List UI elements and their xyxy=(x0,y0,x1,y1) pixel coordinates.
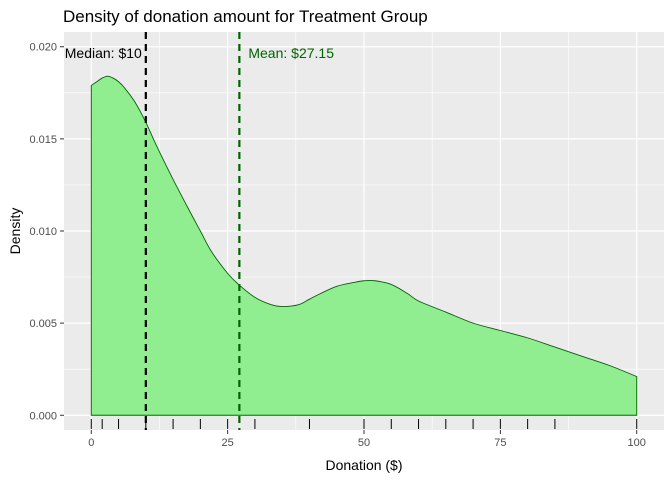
chart-title: Density of donation amount for Treatment… xyxy=(63,7,428,26)
x-axis: 0 25 50 75 100 xyxy=(88,430,646,449)
reference-label-median: Median: $10 xyxy=(65,45,142,61)
density-area xyxy=(90,75,638,416)
y-axis: 0.000 0.005 0.010 0.015 0.020 xyxy=(29,42,64,422)
reference-lines: Median: $10 Mean: $27.15 xyxy=(65,32,334,430)
reference-label-mean: Mean: $27.15 xyxy=(248,45,334,61)
y-tick-label: 0.005 xyxy=(29,318,57,330)
x-tick-label: 0 xyxy=(88,437,94,449)
x-tick-label: 50 xyxy=(358,437,370,449)
y-tick-label: 0.000 xyxy=(29,410,57,422)
y-tick-label: 0.015 xyxy=(29,134,57,146)
x-axis-title: Donation ($) xyxy=(325,457,402,473)
y-axis-title: Density xyxy=(7,208,23,255)
rug-marks xyxy=(90,419,638,429)
y-tick-label: 0.010 xyxy=(29,226,57,238)
x-tick-label: 25 xyxy=(222,437,234,449)
x-tick-label: 75 xyxy=(494,437,506,449)
y-tick-label: 0.020 xyxy=(29,42,57,54)
x-tick-label: 100 xyxy=(628,437,646,449)
